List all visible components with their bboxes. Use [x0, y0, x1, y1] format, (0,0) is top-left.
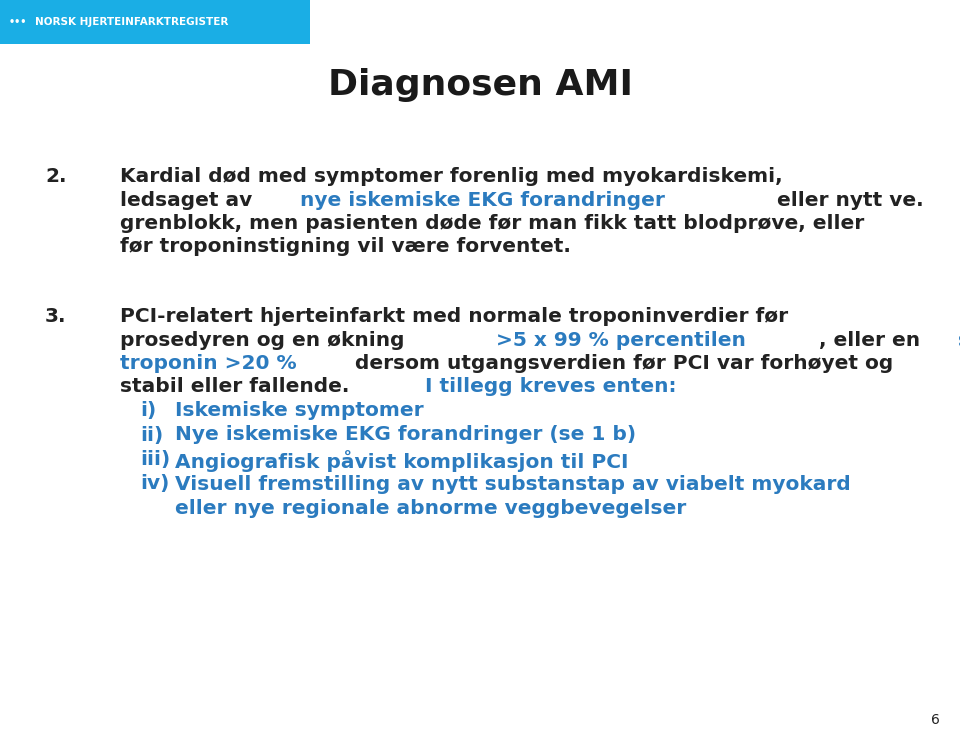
Text: NORSK HJERTEINFARKTREGISTER: NORSK HJERTEINFARKTREGISTER	[35, 17, 228, 27]
Text: Visuell fremstilling av nytt substanstap av viabelt myokard: Visuell fremstilling av nytt substanstap…	[175, 475, 851, 494]
Text: 3.: 3.	[45, 307, 66, 326]
Text: dersom utgangsverdien før PCI var forhøyet og: dersom utgangsverdien før PCI var forhøy…	[348, 354, 893, 373]
Text: stigning i: stigning i	[958, 330, 960, 349]
Text: eller nye regionale abnorme veggbevegelser: eller nye regionale abnorme veggbevegels…	[175, 499, 686, 518]
Text: Kardial død med symptomer forenlig med myokardiskemi,: Kardial død med symptomer forenlig med m…	[120, 167, 782, 186]
Text: stabil eller fallende.: stabil eller fallende.	[120, 377, 356, 397]
Text: eller nytt ve.: eller nytt ve.	[771, 190, 924, 209]
Text: PCI-relatert hjerteinfarkt med normale troponinverdier før: PCI-relatert hjerteinfarkt med normale t…	[120, 307, 788, 326]
Text: i): i)	[140, 401, 156, 420]
Text: , eller en: , eller en	[819, 330, 926, 349]
Text: ii): ii)	[140, 425, 163, 444]
Text: 6: 6	[931, 713, 940, 727]
Text: nye iskemiske EKG forandringer: nye iskemiske EKG forandringer	[300, 190, 664, 209]
Text: prosedyren og en økning: prosedyren og en økning	[120, 330, 412, 349]
Text: iii): iii)	[140, 450, 170, 469]
Text: I tillegg kreves enten:: I tillegg kreves enten:	[425, 377, 677, 397]
Text: Iskemiske symptomer: Iskemiske symptomer	[175, 401, 423, 420]
Text: •••: •••	[9, 17, 27, 27]
Text: før troponinstigning vil være forventet.: før troponinstigning vil være forventet.	[120, 237, 571, 256]
Text: Diagnosen AMI: Diagnosen AMI	[327, 68, 633, 102]
Text: Angiografisk påvist komplikasjon til PCI: Angiografisk påvist komplikasjon til PCI	[175, 450, 629, 472]
Text: grenblokk, men pasienten døde før man fikk tatt blodprøve, eller: grenblokk, men pasienten døde før man fi…	[120, 214, 864, 233]
Text: iv): iv)	[140, 475, 169, 494]
Text: Nye iskemiske EKG forandringer (se 1 b): Nye iskemiske EKG forandringer (se 1 b)	[175, 425, 636, 444]
Text: troponin >20 %: troponin >20 %	[120, 354, 297, 373]
Text: >5 x 99 % percentilen: >5 x 99 % percentilen	[496, 330, 746, 349]
Bar	[0, 0, 310, 44]
Text: 2.: 2.	[45, 167, 66, 186]
Text: ledsaget av: ledsaget av	[120, 190, 259, 209]
